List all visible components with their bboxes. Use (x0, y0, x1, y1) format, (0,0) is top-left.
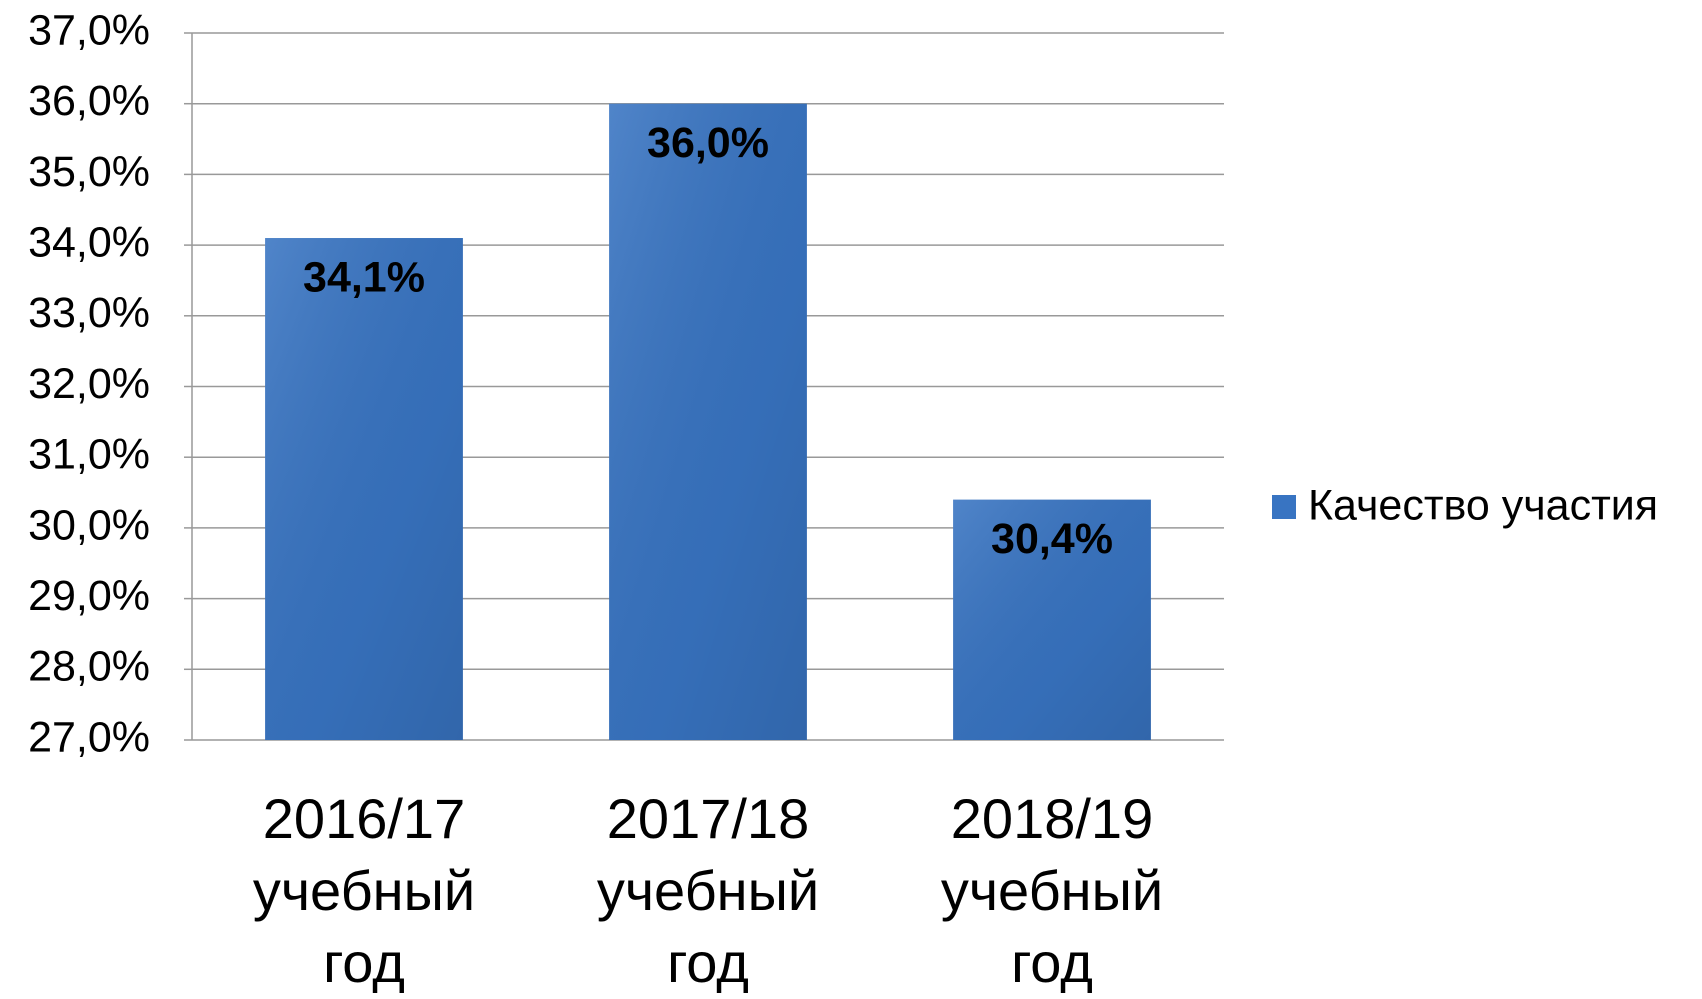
y-tick-label: 33,0% (28, 289, 150, 337)
data-label: 30,4% (991, 515, 1113, 563)
x-tick-label: 2018/19 учебный год (940, 787, 1164, 994)
legend-label: Качество участия (1308, 481, 1658, 529)
bar-shade (953, 499, 1151, 740)
y-tick-label: 31,0% (28, 431, 150, 479)
bar-shade (265, 238, 463, 740)
x-tick-label: 2016/17 учебный год (252, 787, 476, 994)
y-tick-label: 37,0% (28, 6, 150, 54)
data-label: 34,1% (303, 253, 425, 301)
y-tick-label: 29,0% (28, 572, 150, 620)
x-tick-label: 2017/18 учебный год (596, 787, 820, 994)
y-tick-label: 30,0% (28, 501, 150, 549)
bar-shade (609, 103, 807, 740)
y-tick-label: 35,0% (28, 148, 150, 196)
legend-swatch (1272, 495, 1296, 519)
y-tick-label: 34,0% (28, 218, 150, 266)
y-tick-label: 27,0% (28, 713, 150, 761)
y-tick-label: 36,0% (28, 77, 150, 125)
data-label: 36,0% (647, 119, 769, 167)
y-tick-label: 28,0% (28, 643, 150, 691)
y-tick-label: 32,0% (28, 360, 150, 408)
